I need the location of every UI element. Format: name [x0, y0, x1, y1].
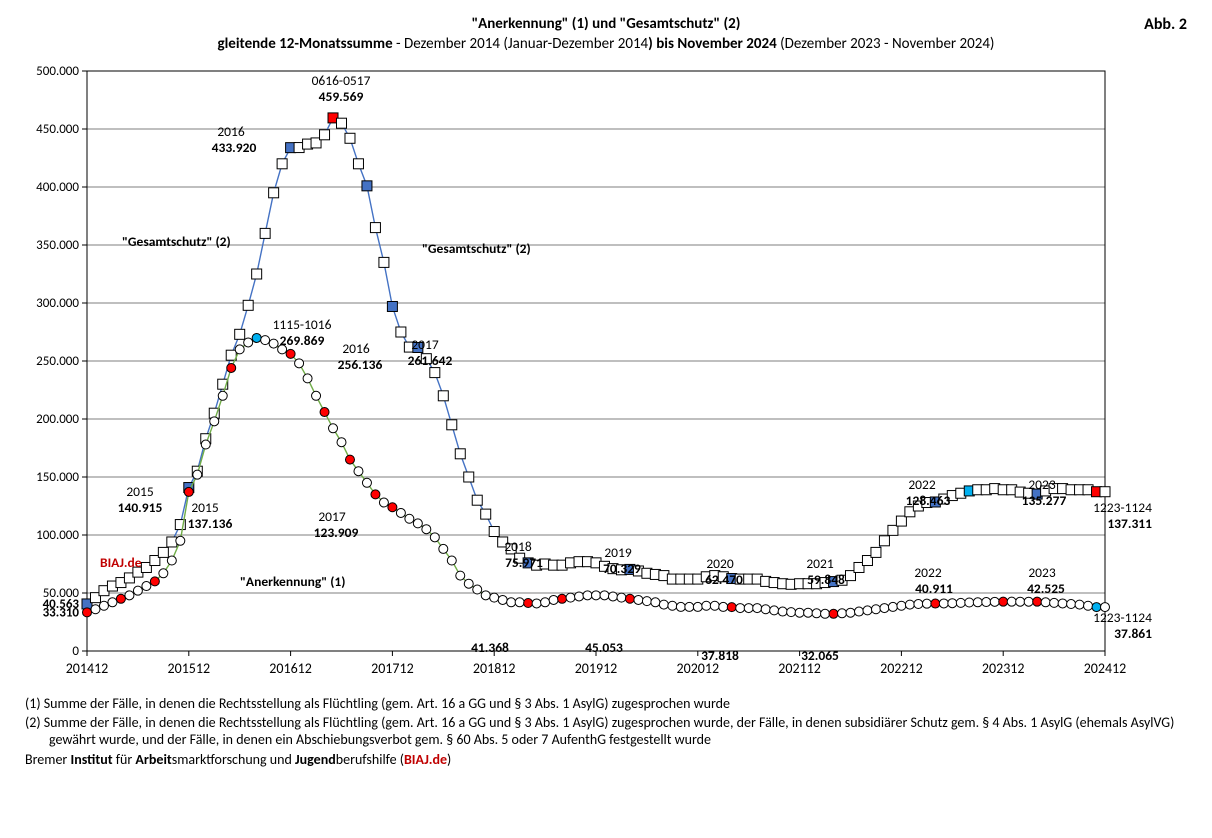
svg-text:140.915: 140.915: [118, 499, 163, 516]
svg-text:202312: 202312: [982, 660, 1025, 677]
svg-text:2016: 2016: [217, 123, 245, 140]
svg-text:1115-1016: 1115-1016: [273, 316, 332, 333]
svg-text:2021: 2021: [806, 555, 834, 572]
svg-text:202212: 202212: [880, 660, 923, 677]
src-2: Institut: [70, 751, 112, 768]
svg-text:201512: 201512: [168, 660, 211, 677]
svg-text:40.563: 40.563: [43, 597, 80, 612]
svg-text:"Gesamtschutz" (2): "Gesamtschutz" (2): [122, 233, 231, 250]
svg-text:450.000: 450.000: [36, 122, 79, 137]
svg-text:201712: 201712: [371, 660, 414, 677]
svg-text:41.368: 41.368: [471, 639, 509, 656]
svg-text:"Gesamtschutz" (2): "Gesamtschutz" (2): [422, 240, 531, 257]
svg-text:201912: 201912: [575, 660, 618, 677]
svg-text:62.470: 62.470: [705, 571, 743, 588]
svg-text:42.525: 42.525: [1027, 580, 1065, 597]
svg-text:2015: 2015: [191, 499, 219, 516]
svg-text:32.065: 32.065: [801, 647, 839, 664]
src-7: berufshilfe (: [336, 751, 404, 768]
svg-text:150.000: 150.000: [36, 470, 79, 485]
src-4: Arbeit: [135, 751, 171, 768]
svg-text:BIAJ.de: BIAJ.de: [100, 554, 142, 571]
svg-text:2023: 2023: [1028, 564, 1056, 581]
svg-text:2017: 2017: [411, 336, 439, 353]
svg-text:2023: 2023: [1028, 476, 1056, 493]
svg-text:37.818: 37.818: [701, 647, 739, 664]
svg-text:"Anerkennung" (1): "Anerkennung" (1): [240, 573, 345, 590]
svg-text:2016: 2016: [342, 340, 370, 357]
chart-title-1: "Anerkennung" (1) und "Gesamtschutz" (2): [25, 15, 1187, 33]
svg-text:137.136: 137.136: [188, 515, 233, 532]
svg-text:269.869: 269.869: [280, 332, 325, 349]
src-6: Jugend: [295, 751, 336, 768]
title2-part1: gleitende 12-Monatssumme: [218, 35, 393, 53]
svg-text:0: 0: [72, 644, 79, 659]
svg-text:128.463: 128.463: [906, 492, 951, 509]
src-1: Bremer: [25, 751, 70, 768]
footnote-2: (2) Summe der Fälle, in denen die Rechts…: [49, 714, 1187, 749]
svg-text:1223-1124: 1223-1124: [1093, 499, 1152, 516]
svg-text:2019: 2019: [604, 544, 632, 561]
svg-text:2018: 2018: [504, 538, 532, 555]
svg-text:70.329: 70.329: [603, 560, 641, 577]
svg-text:459.569: 459.569: [319, 88, 364, 105]
svg-text:2020: 2020: [706, 555, 734, 572]
src-biaj: BIAJ.de: [404, 751, 447, 768]
svg-text:0616-0517: 0616-0517: [312, 72, 371, 89]
svg-text:500.000: 500.000: [36, 64, 79, 79]
title2-part3: ) bis November 2024: [648, 35, 777, 53]
svg-text:100.000: 100.000: [36, 528, 79, 543]
svg-text:2022: 2022: [914, 564, 942, 581]
src-3: für: [113, 751, 136, 768]
chart-area: 050.000100.000150.000200.000250.000300.0…: [25, 61, 1185, 691]
svg-text:201412: 201412: [66, 660, 109, 677]
svg-text:37.861: 37.861: [1114, 625, 1152, 642]
svg-text:350.000: 350.000: [36, 238, 79, 253]
svg-text:433.920: 433.920: [212, 139, 257, 156]
src-8: ): [447, 751, 451, 768]
svg-text:200.000: 200.000: [36, 412, 79, 427]
svg-text:201812: 201812: [473, 660, 516, 677]
svg-text:250.000: 250.000: [36, 354, 79, 369]
svg-text:201612: 201612: [269, 660, 312, 677]
svg-text:40.911: 40.911: [915, 580, 953, 597]
figure-label: Abb. 2: [1144, 15, 1187, 34]
svg-text:2017: 2017: [318, 508, 346, 525]
svg-text:261.642: 261.642: [408, 352, 453, 369]
svg-text:135.277: 135.277: [1022, 492, 1067, 509]
svg-text:123.909: 123.909: [314, 524, 359, 541]
footnote-1: (1) Summe der Fälle, in denen die Rechts…: [49, 695, 1187, 713]
title2-part4: (Dezember 2023 - November 2024): [777, 35, 995, 53]
svg-text:137.311: 137.311: [1107, 515, 1152, 532]
chart-title-2: gleitende 12-Monatssumme - Dezember 2014…: [25, 35, 1187, 53]
svg-text:256.136: 256.136: [338, 356, 383, 373]
svg-text:75.971: 75.971: [505, 554, 543, 571]
svg-text:1223-1124: 1223-1124: [1093, 609, 1152, 626]
svg-text:202412: 202412: [1084, 660, 1127, 677]
src-5: smarktforschung und: [172, 751, 295, 768]
svg-text:2015: 2015: [126, 483, 154, 500]
svg-text:45.053: 45.053: [585, 639, 623, 656]
svg-text:300.000: 300.000: [36, 296, 79, 311]
source-line: Bremer Institut für Arbeitsmarktforschun…: [25, 751, 1187, 768]
svg-text:400.000: 400.000: [36, 180, 79, 195]
title2-part2: - Dezember 2014 (Januar-Dezember 2014: [393, 35, 649, 53]
svg-text:2022: 2022: [908, 476, 936, 493]
svg-text:59.848: 59.848: [807, 571, 845, 588]
chart-svg: 050.000100.000150.000200.000250.000300.0…: [25, 61, 1185, 691]
